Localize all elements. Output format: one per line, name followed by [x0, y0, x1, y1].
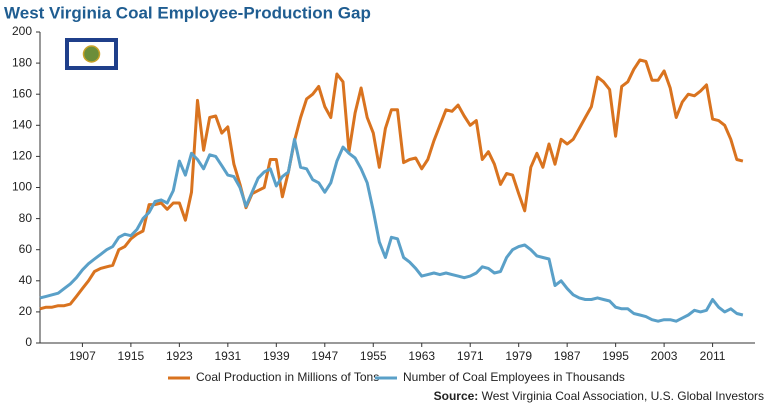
x-tick-label: 2011 [700, 349, 726, 363]
y-tick-label: 40 [19, 273, 33, 287]
y-tick-label: 120 [12, 149, 32, 163]
y-tick-label: 60 [19, 242, 33, 256]
x-tick-label: 1971 [457, 349, 484, 363]
x-tick-label: 1931 [214, 349, 241, 363]
chart-title: West Virginia Coal Employee-Production G… [4, 3, 371, 22]
source-text: West Virginia Coal Association, U.S. Glo… [482, 389, 764, 403]
legend-label: Coal Production in Millions of Tons [196, 370, 379, 384]
flag [65, 38, 118, 70]
x-tick-label: 2003 [651, 349, 678, 363]
y-tick-label: 80 [19, 211, 33, 225]
x-tick-label: 1995 [602, 349, 629, 363]
x-tick-label: 1923 [166, 349, 193, 363]
series-line [39, 137, 744, 323]
y-tick-label: 20 [19, 304, 33, 318]
x-tick-label: 1947 [311, 349, 338, 363]
x-tick-label: 1915 [118, 349, 145, 363]
x-tick-label: 1955 [360, 349, 387, 363]
y-tick-label: 160 [12, 86, 32, 100]
x-tick-label: 1979 [505, 349, 532, 363]
y-tick-label: 0 [25, 335, 32, 349]
x-tick-label: 1987 [554, 349, 581, 363]
flag-seal [82, 45, 101, 63]
y-tick-label: 180 [12, 55, 32, 69]
x-tick-label: 1963 [408, 349, 435, 363]
x-tick-label: 1907 [69, 349, 96, 363]
y-tick-label: 140 [12, 117, 32, 131]
series-line [39, 58, 744, 311]
y-tick-label: 200 [12, 24, 32, 38]
y-tick-label: 100 [12, 180, 32, 194]
source-label: Source: [434, 389, 479, 403]
legend-label: Number of Coal Employees in Thousands [403, 370, 625, 384]
source: Source: West Virginia Coal Association, … [434, 389, 764, 403]
x-tick-label: 1939 [263, 349, 290, 363]
